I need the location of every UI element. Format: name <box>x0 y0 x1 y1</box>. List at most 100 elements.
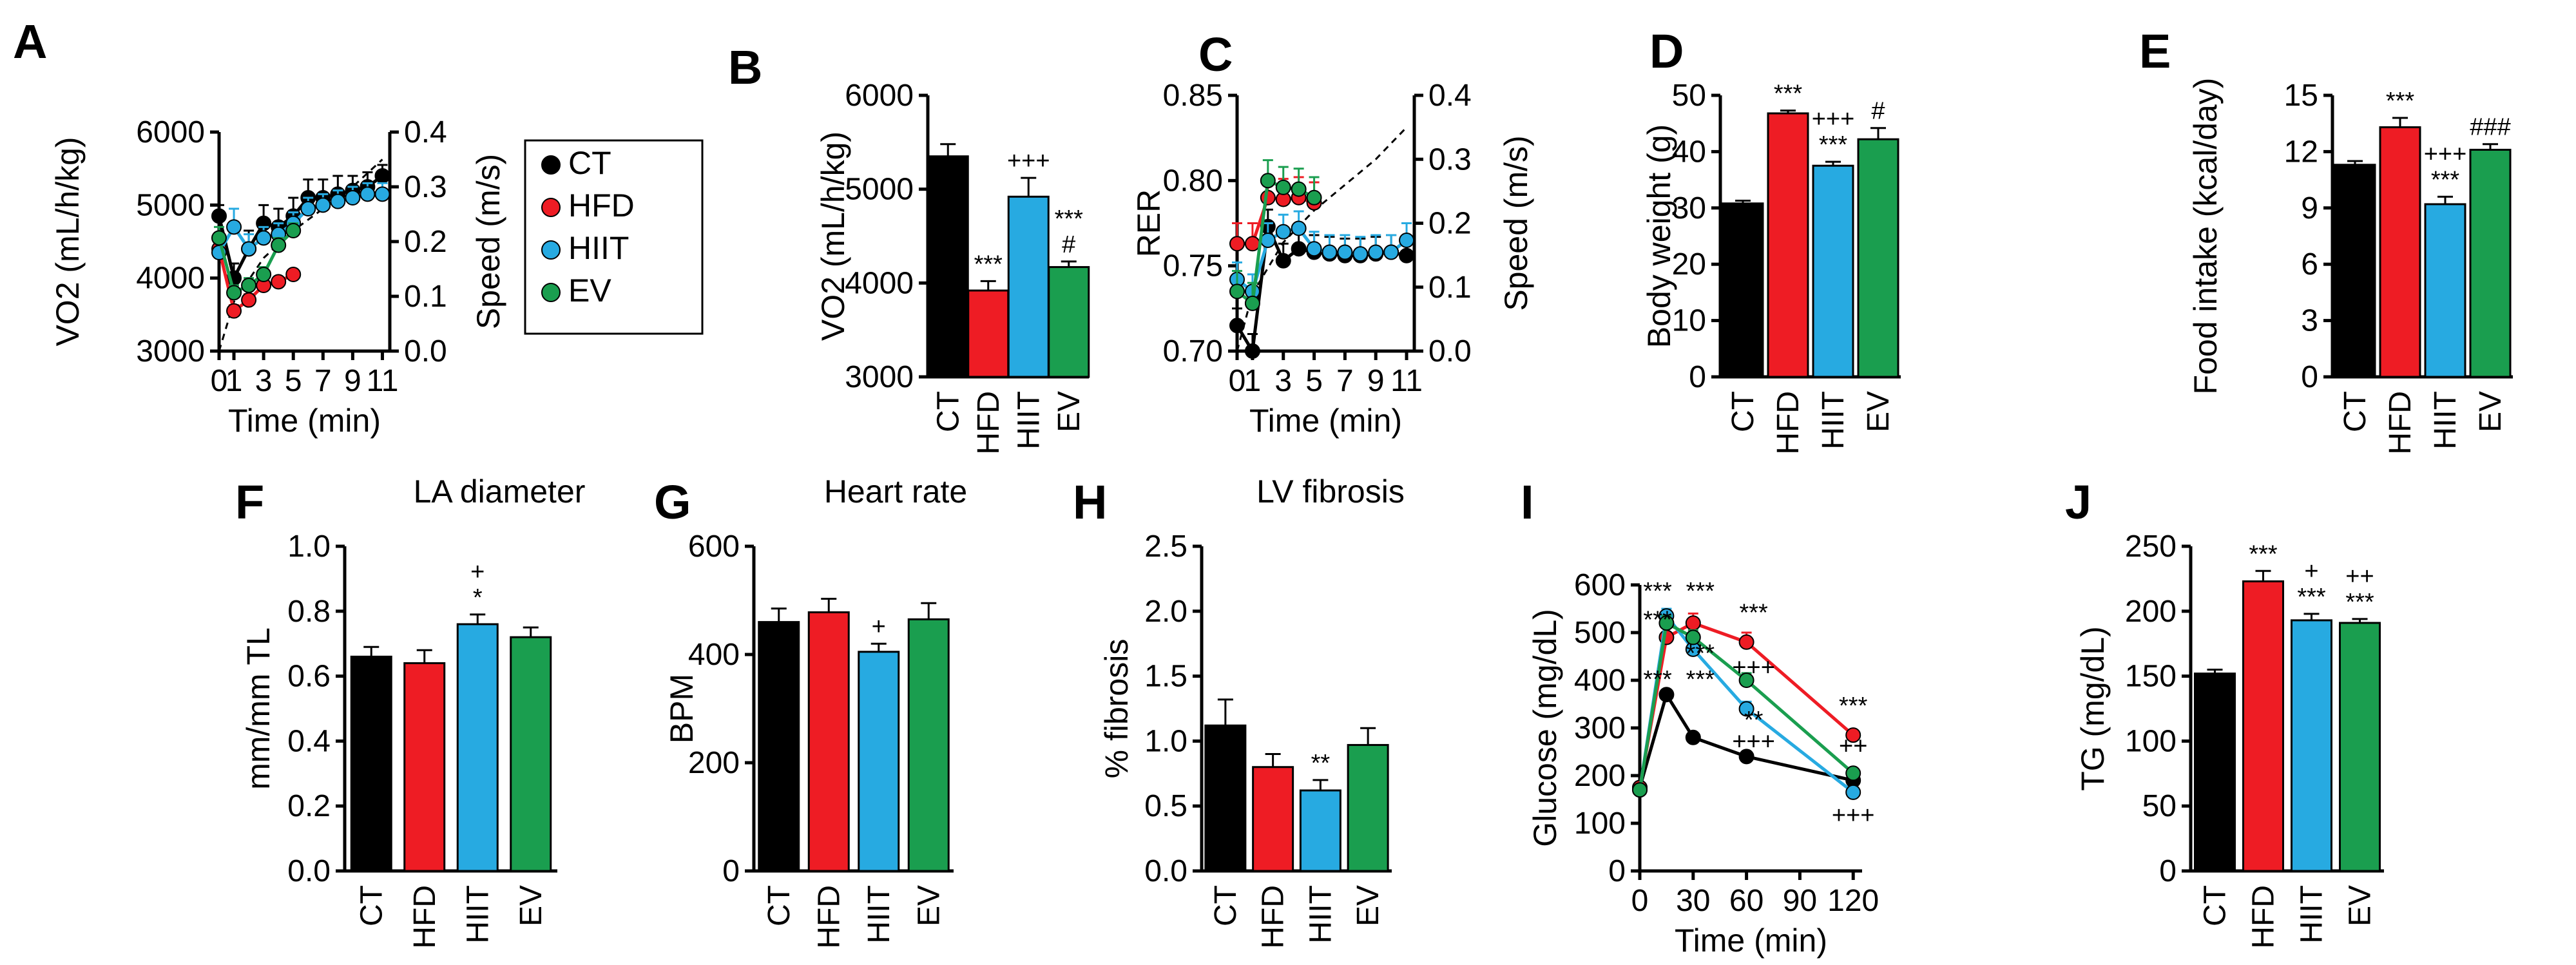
panel-J: J 0 50 100 150 200 250 TG (mg/dL) CT HFD *** HIIT **… <box>2065 475 2384 949</box>
y-tick-label: 200 <box>1574 759 1626 793</box>
y-tick-label: 20 <box>1672 247 1706 282</box>
panel-label: D <box>1649 24 1684 78</box>
point-HFD <box>1845 727 1861 743</box>
point-HIIT <box>1306 241 1322 257</box>
panel-label: A <box>13 15 47 68</box>
point-HIIT <box>374 186 390 202</box>
x-tick-label: 5 <box>285 364 302 398</box>
panel-label: B <box>728 41 762 94</box>
x-tick-label: 7 <box>1336 364 1354 398</box>
point-CT <box>211 208 227 224</box>
legend-label-EV: EV <box>568 272 611 309</box>
x-tick-label: 30 <box>1676 884 1710 918</box>
panel-label: C <box>1198 28 1233 81</box>
y-tick-label: 10 <box>1672 304 1706 338</box>
point-EV <box>1275 179 1291 195</box>
point-HIIT <box>226 219 242 235</box>
significance-mark: ** <box>1311 750 1331 777</box>
point-HIIT <box>1260 232 1276 248</box>
significance-mark: *** <box>974 251 1003 278</box>
point-HFD <box>271 274 287 290</box>
x-tick-label: HFD <box>1771 391 1805 455</box>
y-tick-label: 6000 <box>845 79 914 113</box>
y-tick-label: 3 <box>2301 304 2318 338</box>
point-EV <box>285 223 302 238</box>
point-HIIT <box>1399 232 1415 248</box>
bar-EV <box>907 618 950 872</box>
significance-mark: +++ <box>1812 106 1855 133</box>
significance-mark: ### <box>2470 114 2510 141</box>
point-HFD <box>1685 615 1701 631</box>
legend-label-HIIT: HIIT <box>568 230 629 266</box>
y-axis-label: % fibrosis <box>1099 639 1135 779</box>
y-tick-label: 3000 <box>845 360 914 394</box>
y2-tick-label: 0.0 <box>1428 334 1472 368</box>
point-HIIT <box>330 193 346 209</box>
bar-HIIT <box>456 623 499 872</box>
bar-HFD <box>403 662 446 872</box>
point-HIIT <box>315 197 331 213</box>
panel-title: Heart rate <box>824 473 967 510</box>
point-CT <box>374 168 390 184</box>
legend-marker-HIIT <box>541 240 561 260</box>
point-CT <box>1399 247 1415 263</box>
y-axis-label: Body weight (g) <box>1641 124 1677 348</box>
y-tick-label: 0.6 <box>287 660 331 694</box>
significance-mark: *** <box>1055 205 1084 233</box>
panel-C: C 0.70 0.75 0.80 0.85 RER 01 3 5 7 9 11 Time (min) 0.… <box>1131 28 1534 439</box>
x-tick-label: HIIT <box>1012 391 1046 450</box>
point-HFD <box>1244 236 1260 252</box>
x-tick-label: 1 <box>226 364 243 398</box>
bar-HFD <box>1767 112 1809 378</box>
bar-HIIT <box>2424 203 2466 378</box>
y-tick-label: 4000 <box>845 266 914 300</box>
y-axis-label: mm/mm TL <box>240 627 276 790</box>
x-tick-label: 0 <box>211 364 228 398</box>
point-HIIT <box>1383 244 1399 260</box>
bar-HIIT <box>2291 619 2332 872</box>
y-axis-label: VO2 (mL/h/kg) <box>50 137 86 346</box>
significance-mark: *** <box>1643 607 1672 634</box>
legend-label-HFD: HFD <box>568 187 635 224</box>
y2-tick-label: 0.3 <box>1428 142 1472 177</box>
x-tick-label: CT <box>931 391 965 432</box>
panel-D: D 0 10 20 30 40 50 Body weight (g) CT HFD *** HIIT *… <box>1641 24 1901 455</box>
bar-HIIT <box>1812 164 1854 378</box>
y-tick-label: 0 <box>1689 360 1706 394</box>
x-tick-label: HIIT <box>461 885 495 944</box>
bar-HFD <box>2242 580 2284 872</box>
bar-HFD <box>807 611 850 872</box>
x-tick-label: CT <box>1209 885 1243 926</box>
point-HIIT <box>241 241 257 257</box>
y-tick-label: 40 <box>1672 135 1706 169</box>
y-axis-label: TG (mg/dL) <box>2075 626 2111 791</box>
y-axis-label: Food intake (kcal/day) <box>2187 78 2224 395</box>
point-EV <box>1244 295 1260 311</box>
y-tick-label: 0.2 <box>287 789 331 823</box>
y2-axis-label: Speed (m/s) <box>1498 135 1534 311</box>
x-tick-label: HFD <box>972 391 1006 455</box>
y-tick-label: 0.5 <box>1144 789 1187 823</box>
point-EV <box>1229 283 1245 300</box>
point-CT <box>1229 318 1245 334</box>
point-HIIT <box>1845 784 1861 800</box>
x-tick-label: HIIT <box>1303 885 1338 944</box>
point-HIIT <box>300 201 316 216</box>
point-HIIT <box>1352 246 1369 262</box>
bar-CT <box>350 655 392 872</box>
point-HIIT <box>256 230 272 246</box>
x-tick-label: HIIT <box>862 885 896 944</box>
point-EV <box>256 267 272 282</box>
point-EV <box>1845 765 1861 781</box>
y-tick-label: 0.75 <box>1163 249 1223 283</box>
y-tick-label: 0 <box>2301 360 2318 394</box>
significance-mark: * <box>473 584 483 611</box>
x-tick-label: EV <box>1351 885 1385 926</box>
point-CT <box>1658 687 1675 703</box>
x-axis-label: Time (min) <box>1675 922 1827 959</box>
y-tick-label: 0.0 <box>287 854 331 888</box>
x-tick-label: HFD <box>2383 391 2417 455</box>
x-tick-label: 7 <box>314 364 332 398</box>
significance-mark: + <box>2304 558 2318 585</box>
